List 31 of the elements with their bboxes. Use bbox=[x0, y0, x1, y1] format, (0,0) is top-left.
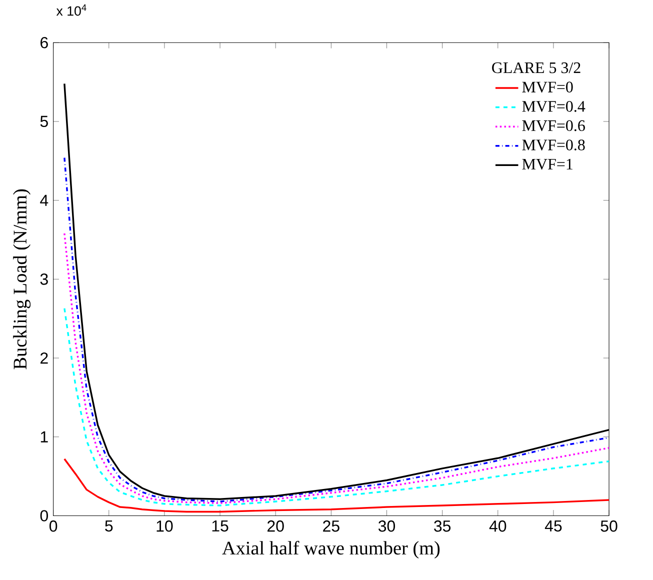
y-axis-title: Buckling Load (N/mm) bbox=[13, 190, 31, 370]
legend-label: MVF=1 bbox=[522, 159, 572, 170]
x-tick-label: 35 bbox=[434, 520, 451, 532]
x-tick-label: 45 bbox=[544, 520, 562, 532]
legend-title: GLARE 5 3/2 bbox=[492, 62, 580, 74]
line-series bbox=[64, 232, 610, 504]
x-tick-label: 20 bbox=[267, 520, 284, 532]
y-tick-label: 4 bbox=[40, 194, 48, 206]
legend-label: MVF=0.6 bbox=[522, 120, 585, 132]
x-tick-label: 30 bbox=[378, 520, 396, 532]
line-series bbox=[64, 458, 610, 513]
y-tick-label: 5 bbox=[40, 116, 48, 128]
y-tick-label: 3 bbox=[40, 274, 48, 285]
x-tick-label: 50 bbox=[600, 520, 618, 532]
y-tick-label: 1 bbox=[40, 432, 48, 443]
y-tick-label: 6 bbox=[40, 37, 48, 48]
line-series bbox=[64, 308, 610, 506]
x-axis-title: Axial half wave number (m) bbox=[222, 541, 440, 559]
x-tick-label: 15 bbox=[212, 520, 228, 532]
x-tick-label: 25 bbox=[323, 520, 340, 532]
line-series bbox=[64, 157, 610, 503]
y-tick-label: 0 bbox=[40, 510, 48, 522]
x-tick-label: 5 bbox=[105, 520, 113, 532]
x-tick-label: 10 bbox=[156, 520, 173, 532]
legend-label: MVF=0.4 bbox=[522, 101, 586, 112]
y-tick-label: 2 bbox=[40, 352, 48, 364]
x-tick-label: 0 bbox=[49, 520, 58, 532]
x-tick-label: 40 bbox=[489, 520, 506, 532]
legend-label: MVF=0 bbox=[522, 82, 573, 93]
text: x 10$^{4}$ bbox=[56, 4, 86, 16]
legend-label: MVF=0.8 bbox=[522, 140, 585, 151]
